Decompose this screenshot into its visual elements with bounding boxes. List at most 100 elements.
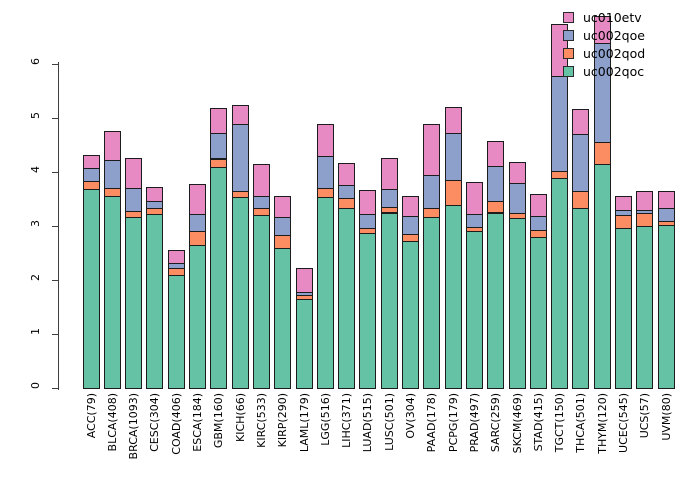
bar-segment-uc002qoc (167, 275, 185, 389)
bar-segment-uc010etv (82, 154, 100, 170)
x-tick-label: BRCA(1093) (127, 393, 141, 460)
bar-segment-uc002qoc (529, 237, 547, 389)
bar-segment-uc002qoe (210, 132, 228, 160)
y-tick (52, 280, 58, 281)
legend-swatch-uc002qod (563, 47, 574, 59)
x-tick-label: ESCA(184) (191, 393, 204, 452)
y-tick-label: 2 (29, 274, 42, 281)
x-tick-label: THYM(120) (595, 393, 609, 454)
bar-segment-uc010etv (210, 108, 228, 134)
bar-segment-uc002qoc (657, 224, 675, 389)
legend-label: uc002qod (583, 45, 646, 61)
bar-segment-uc002qoc (444, 205, 462, 389)
bar-segment-uc010etv (146, 186, 164, 202)
bar-segment-uc010etv (487, 140, 505, 167)
bar-segment-uc010etv (231, 104, 249, 125)
bar-segment-uc002qoc (487, 212, 505, 389)
legend-label: uc002qoc (583, 63, 645, 79)
x-tick-label: UVM(80) (659, 393, 673, 441)
x-tick-label: PRAD(497) (467, 393, 481, 453)
bar-segment-uc002qoc (551, 178, 569, 389)
legend: uc010etv uc002qoe uc002qod uc002qoc (563, 8, 645, 80)
bar-segment-uc002qoc (146, 214, 164, 389)
bar-segment-uc010etv (125, 157, 143, 189)
bar-segment-uc002qoc (316, 197, 334, 389)
bar-segment-uc010etv (295, 267, 313, 294)
bar-segment-uc010etv (657, 190, 675, 209)
bar-segment-uc002qoe (338, 184, 356, 199)
bar-segment-uc002qod (615, 215, 632, 229)
bar-segment-uc002qoe (82, 168, 100, 183)
bar-segment-uc002qoe (487, 165, 505, 202)
bar-segment-uc002qoc (210, 166, 228, 389)
bar-segment-uc010etv (593, 16, 611, 45)
y-tick-label: 5 (29, 112, 42, 119)
x-tick-label: SKCM(469) (510, 393, 524, 454)
bar-segment-uc002qoc (508, 217, 526, 389)
bar-segment-uc002qod (487, 200, 505, 214)
bar-segment-uc002qoe (125, 187, 143, 212)
bar-segment-uc010etv (167, 249, 185, 265)
legend-label: uc002qoe (583, 27, 645, 43)
x-tick-label: LIHC(371) (340, 393, 354, 448)
bar-segment-uc010etv (529, 194, 547, 218)
legend-swatch-uc002qoc (563, 65, 574, 77)
x-tick-label: STAD(415) (531, 393, 545, 452)
bar-segment-uc002qoe (423, 174, 441, 209)
bar-segment-uc010etv (402, 195, 419, 217)
bar-segment-uc010etv (615, 195, 632, 211)
bar-segment-uc002qod (444, 180, 462, 207)
x-tick-label: SARC(259) (489, 393, 503, 453)
bar-segment-uc010etv (189, 183, 206, 215)
bar-segment-uc002qoc (189, 244, 206, 389)
y-tick-label: 4 (29, 166, 42, 173)
x-tick-label: THCA(501) (574, 393, 588, 453)
bar-segment-uc002qoc (572, 207, 590, 389)
y-tick-label: 3 (29, 220, 42, 227)
legend-entry: uc010etv (563, 8, 645, 26)
bar-segment-uc002qoe (529, 216, 547, 231)
bar-segment-uc002qod (274, 234, 292, 250)
bar-segment-uc002qoc (125, 217, 143, 389)
y-tick (52, 172, 58, 173)
y-tick (52, 118, 58, 119)
bar-segment-uc002qoc (465, 230, 483, 389)
bar-segment-uc002qod (146, 207, 164, 216)
x-tick-label: PCPG(179) (446, 393, 460, 453)
bar-segment-uc010etv (338, 163, 356, 186)
y-tick-label: 0 (29, 382, 42, 389)
x-tick-label: UCEC(545) (617, 393, 630, 453)
bar-segment-uc002qod (252, 208, 270, 217)
bar-segment-uc002qoe (146, 200, 164, 209)
bar-segment-uc002qod (82, 181, 100, 190)
bar-segment-uc002qoc (82, 188, 100, 389)
x-tick-label: OV(304) (404, 393, 417, 439)
bar-segment-uc002qoc (295, 298, 313, 389)
x-tick-label: KICH(66) (233, 393, 247, 442)
bar-segment-uc002qoc (103, 196, 121, 389)
bar-segment-uc002qod (529, 229, 547, 239)
bar-segment-uc002qoc (274, 248, 292, 389)
legend-swatch-uc002qoe (563, 29, 574, 41)
bar-segment-uc002qoe (103, 160, 121, 190)
y-tick-label: 1 (29, 328, 42, 335)
bar-segment-uc002qoe (189, 213, 206, 232)
bar-segment-uc010etv (274, 196, 292, 218)
bar-segment-uc002qod (210, 158, 228, 168)
x-tick-label: UCS(57) (638, 393, 652, 439)
bar-segment-uc002qod (103, 188, 121, 198)
bar-segment-uc002qod (402, 233, 419, 242)
bar-segment-uc002qoe (359, 213, 377, 230)
bar-segment-uc002qod (551, 171, 569, 180)
x-tick-label: BLCA(408) (105, 393, 119, 452)
bar-segment-uc002qod (189, 230, 206, 246)
bar-segment-uc010etv (359, 189, 377, 215)
y-tick (52, 64, 58, 65)
y-tick (52, 388, 58, 389)
legend-entry: uc002qod (563, 44, 645, 62)
bar-segment-uc002qoc (231, 196, 249, 389)
bar-segment-uc010etv (572, 109, 590, 136)
legend-entry: uc002qoe (563, 26, 645, 44)
bar-segment-uc002qoc (636, 226, 654, 389)
